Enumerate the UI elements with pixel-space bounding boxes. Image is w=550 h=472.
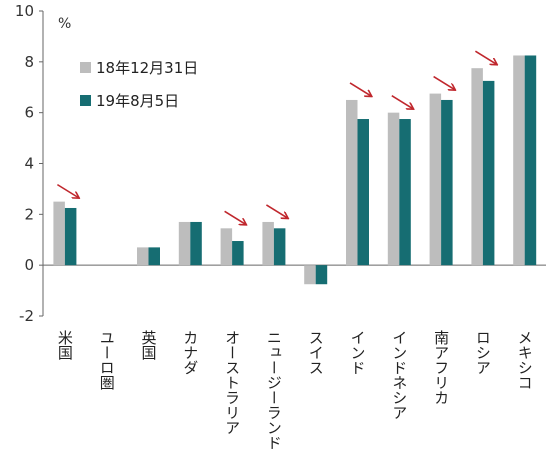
category-label: カナダ (181, 330, 199, 375)
category-label: インドネシア (390, 330, 408, 420)
decline-arrow (265, 204, 287, 218)
decline-arrows (56, 50, 496, 224)
decline-arrow (474, 50, 496, 64)
bar-series-2 (148, 247, 160, 266)
bar-series-2 (482, 80, 495, 266)
legend-swatch-series-2 (80, 95, 91, 106)
bar-series-1 (304, 265, 316, 285)
bar-series-2 (524, 55, 537, 266)
y-tick-label: 10 (15, 2, 34, 20)
y-tick-label: -2 (19, 307, 34, 325)
legend: 18年12月31日 19年8月5日 (80, 59, 198, 110)
y-tick-label: 6 (24, 104, 34, 122)
bar-series-1 (53, 201, 65, 266)
category-label: ニュージーランド (265, 330, 283, 450)
category-label: インド (349, 330, 367, 375)
bar-series-1 (137, 247, 149, 266)
bar-series-2 (441, 99, 453, 266)
category-label: オーストラリア (223, 330, 241, 435)
bar-series-2 (315, 265, 328, 285)
bar-series-1 (262, 221, 274, 266)
decline-arrow (391, 94, 413, 109)
legend-swatch-series-1 (80, 62, 91, 73)
y-tick-label: 4 (24, 155, 34, 173)
category-label: 米国 (56, 330, 74, 360)
category-label: スイス (307, 330, 325, 375)
category-label: ユーロ圏 (98, 330, 116, 390)
bar-series-1 (387, 112, 400, 266)
y-ticks: -2 0 2 4 6 8 10 (15, 2, 43, 325)
bar-series-1 (471, 68, 483, 266)
decline-arrow (349, 82, 371, 96)
category-label: ロシア (474, 330, 492, 375)
y-tick-label: 8 (24, 53, 34, 71)
category-label: 英国 (140, 329, 158, 360)
category-label: メキシコ (516, 330, 534, 390)
decline-arrow (56, 183, 78, 198)
y-tick-label: 2 (24, 205, 34, 223)
category-labels: 米国 ユーロ圏 英国 カナダ オーストラリア ニュージーランド スイス インド インドネシア 南ア… (56, 329, 534, 450)
bar-series-1 (429, 93, 442, 266)
bar-series-1 (178, 221, 191, 266)
legend-label-series-2: 19年8月5日 (96, 92, 179, 110)
bars (53, 55, 537, 285)
bar-series-1 (346, 99, 358, 266)
y-unit-label: % (58, 16, 71, 32)
category-label: 南アフリカ (432, 330, 450, 405)
decline-arrow (433, 75, 455, 90)
legend-label-series-1: 18年12月31日 (96, 59, 198, 77)
bar-series-1 (513, 55, 525, 266)
decline-arrow (224, 210, 246, 224)
bar-series-2 (190, 221, 202, 266)
bar-series-1 (220, 228, 233, 266)
bar-series-2 (399, 119, 411, 266)
y-tick-label: 0 (24, 256, 34, 274)
bar-series-2 (64, 207, 77, 266)
bar-series-2 (357, 119, 369, 266)
bar-series-2 (232, 241, 244, 266)
bar-series-2 (273, 228, 286, 266)
